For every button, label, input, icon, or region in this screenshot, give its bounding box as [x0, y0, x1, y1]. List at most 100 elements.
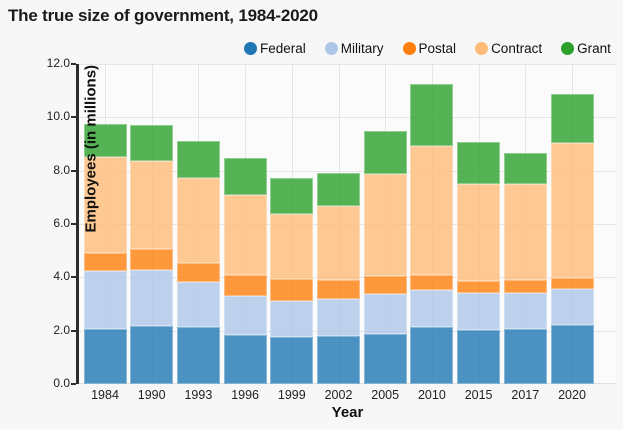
legend-dot-postal	[402, 42, 416, 55]
y-axis-title: Employees (in millions)	[82, 64, 100, 233]
x-tick-label-1993: 1993	[184, 388, 213, 402]
bar-segment-military-2020	[550, 289, 594, 325]
y-tick-mark	[71, 169, 76, 172]
y-tick-mark	[71, 329, 76, 332]
bar-segment-federal-2002	[317, 336, 360, 384]
bar-segment-military-1984	[83, 270, 127, 329]
y-tick-label-6.0: 6.0	[53, 216, 70, 230]
legend-item-military: Military	[324, 41, 384, 56]
y-tick-mark	[71, 63, 76, 65]
bar-segment-federal-2015	[457, 329, 501, 384]
y-axis-line	[76, 64, 79, 384]
bar-segment-contract-2010	[410, 146, 454, 275]
y-tick-mark	[71, 383, 76, 385]
bar-segment-postal-1990	[130, 249, 174, 271]
bar-segment-postal-1996	[223, 275, 267, 296]
bar-segment-federal-2020	[550, 324, 594, 384]
bar-segment-postal-2017	[503, 280, 547, 293]
legend-label-grant: Grant	[577, 41, 611, 56]
bar-segment-postal-2020	[550, 277, 594, 290]
legend-item-postal: Postal	[402, 41, 457, 56]
bar-segment-postal-1984	[83, 253, 127, 271]
y-tick-label-10.0: 10.0	[46, 109, 70, 124]
bar-segment-contract-1996	[223, 194, 267, 276]
bar-segment-contract-2015	[457, 183, 501, 282]
bar-segment-postal-1999	[270, 278, 314, 301]
bar-segment-grant-1993	[176, 141, 220, 179]
x-tick-label-2005: 2005	[371, 388, 400, 402]
bar-segment-grant-1990	[130, 125, 174, 162]
bar-segment-federal-2010	[410, 327, 454, 384]
x-tick-label-2020: 2020	[558, 388, 586, 402]
legend-item-contract: Contract	[475, 41, 542, 56]
y-tick-label-12.0: 12.0	[46, 56, 70, 70]
bar-segment-postal-1993	[176, 263, 220, 283]
x-tick-label-1990: 1990	[137, 388, 166, 402]
legend-item-federal: Federal	[244, 41, 306, 56]
bar-segment-grant-2002	[317, 173, 360, 207]
gridline-horizontal	[79, 64, 616, 65]
bar-segment-grant-2015	[457, 141, 501, 184]
bar-segment-grant-1996	[223, 158, 267, 195]
bar-segment-federal-2005	[363, 334, 407, 384]
legend: Federal Military Postal Contract Grant	[244, 41, 611, 56]
legend-dot-military	[324, 42, 338, 55]
bar-segment-grant-2010	[410, 84, 454, 147]
y-tick-label-4.0: 4.0	[53, 269, 70, 284]
bar-segment-federal-1984	[83, 328, 127, 384]
bar-segment-grant-1984	[83, 124, 127, 158]
bar-segment-postal-2005	[363, 276, 407, 295]
chart-title: The true size of government, 1984-2020	[8, 6, 318, 25]
bar-segment-grant-2005	[363, 131, 407, 175]
legend-dot-grant	[561, 42, 575, 55]
bar-segment-contract-1993	[176, 178, 220, 264]
x-tick-label-1999: 1999	[277, 388, 306, 402]
bar-segment-federal-1993	[176, 327, 220, 384]
bar-segment-military-1999	[270, 300, 314, 337]
x-tick-label-1984: 1984	[91, 388, 119, 402]
x-axis-title: Year	[331, 404, 364, 421]
bar-segment-military-2002	[317, 299, 360, 336]
bar-segment-contract-2020	[550, 143, 594, 278]
bar-segment-military-2017	[503, 292, 547, 329]
y-tick-mark	[71, 276, 76, 279]
legend-dot-contract	[475, 42, 489, 55]
x-tick-label-2010: 2010	[417, 388, 446, 402]
plot-area	[79, 64, 616, 384]
bar-segment-military-2010	[410, 290, 454, 328]
y-tick-label-8.0: 8.0	[53, 162, 70, 177]
bar-segment-military-1993	[176, 282, 220, 328]
bar-segment-grant-1999	[270, 178, 314, 214]
bar-segment-federal-2017	[503, 328, 547, 384]
legend-dot-federal	[244, 42, 257, 55]
bar-segment-postal-2002	[317, 280, 360, 300]
y-tick-label-2.0: 2.0	[53, 322, 70, 337]
x-tick-label-2017: 2017	[511, 388, 540, 402]
bar-segment-federal-1990	[130, 326, 174, 384]
bar-segment-postal-2010	[410, 274, 454, 291]
gridline-horizontal	[79, 170, 616, 172]
bar-segment-contract-1990	[130, 161, 174, 250]
bar-segment-grant-2017	[503, 152, 547, 184]
x-tick-label-2002: 2002	[324, 388, 353, 402]
bar-segment-postal-2015	[457, 281, 501, 293]
legend-item-grant: Grant	[561, 41, 611, 56]
bar-segment-contract-2005	[363, 174, 407, 277]
bar-segment-grant-2020	[550, 93, 594, 144]
bar-segment-contract-2002	[317, 206, 360, 280]
legend-label-postal: Postal	[418, 41, 457, 56]
bar-segment-contract-2017	[503, 184, 547, 280]
x-tick-label-2015: 2015	[464, 388, 493, 402]
y-tick-mark	[71, 223, 76, 225]
bar-segment-military-2005	[363, 294, 407, 335]
bar-segment-contract-1984	[83, 157, 127, 254]
y-tick-mark	[71, 116, 76, 119]
bar-segment-military-2015	[457, 292, 501, 330]
bar-segment-contract-1999	[270, 213, 314, 279]
bar-segment-military-1996	[223, 295, 267, 335]
legend-label-federal: Federal	[260, 41, 306, 56]
gridline-horizontal	[79, 117, 616, 119]
x-tick-label-1996: 1996	[231, 388, 259, 402]
legend-label-contract: Contract	[491, 41, 543, 56]
